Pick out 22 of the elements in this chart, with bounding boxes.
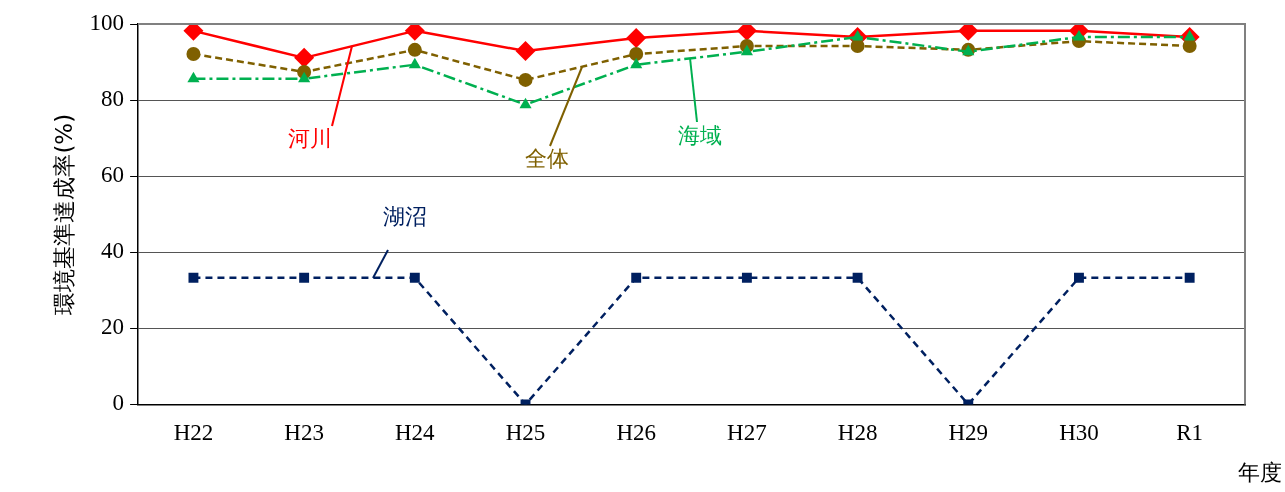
x-tick-label: H22: [173, 420, 214, 446]
y-tick-label: 0: [112, 390, 125, 416]
x-tick-label: H29: [948, 420, 989, 446]
x-tick-label: H23: [284, 420, 324, 446]
y-tick-label: 60: [101, 162, 125, 188]
text: 湖沼: [383, 203, 427, 229]
x-tick-label: H30: [1059, 420, 1099, 446]
x-tick-label: H27: [727, 420, 767, 446]
y-tick-label: 20: [101, 314, 125, 340]
y-tick-label: 80: [101, 86, 125, 112]
x-tick-label: H25: [505, 420, 546, 446]
x-tick-label: H26: [616, 420, 657, 446]
x-tick-label: H28: [837, 420, 878, 446]
y-tick-label: 100: [89, 10, 125, 36]
y-tick-label: 40: [101, 238, 125, 264]
text: 全体: [525, 145, 569, 171]
y-axis-title: 環境基準達成率(%): [50, 113, 77, 315]
x-axis-title: 年度: [1238, 459, 1282, 485]
text: 河川: [288, 125, 332, 151]
x-tick-label: R1: [1176, 420, 1204, 446]
x-tick-label: H24: [395, 420, 436, 446]
text: 海域: [678, 122, 722, 148]
